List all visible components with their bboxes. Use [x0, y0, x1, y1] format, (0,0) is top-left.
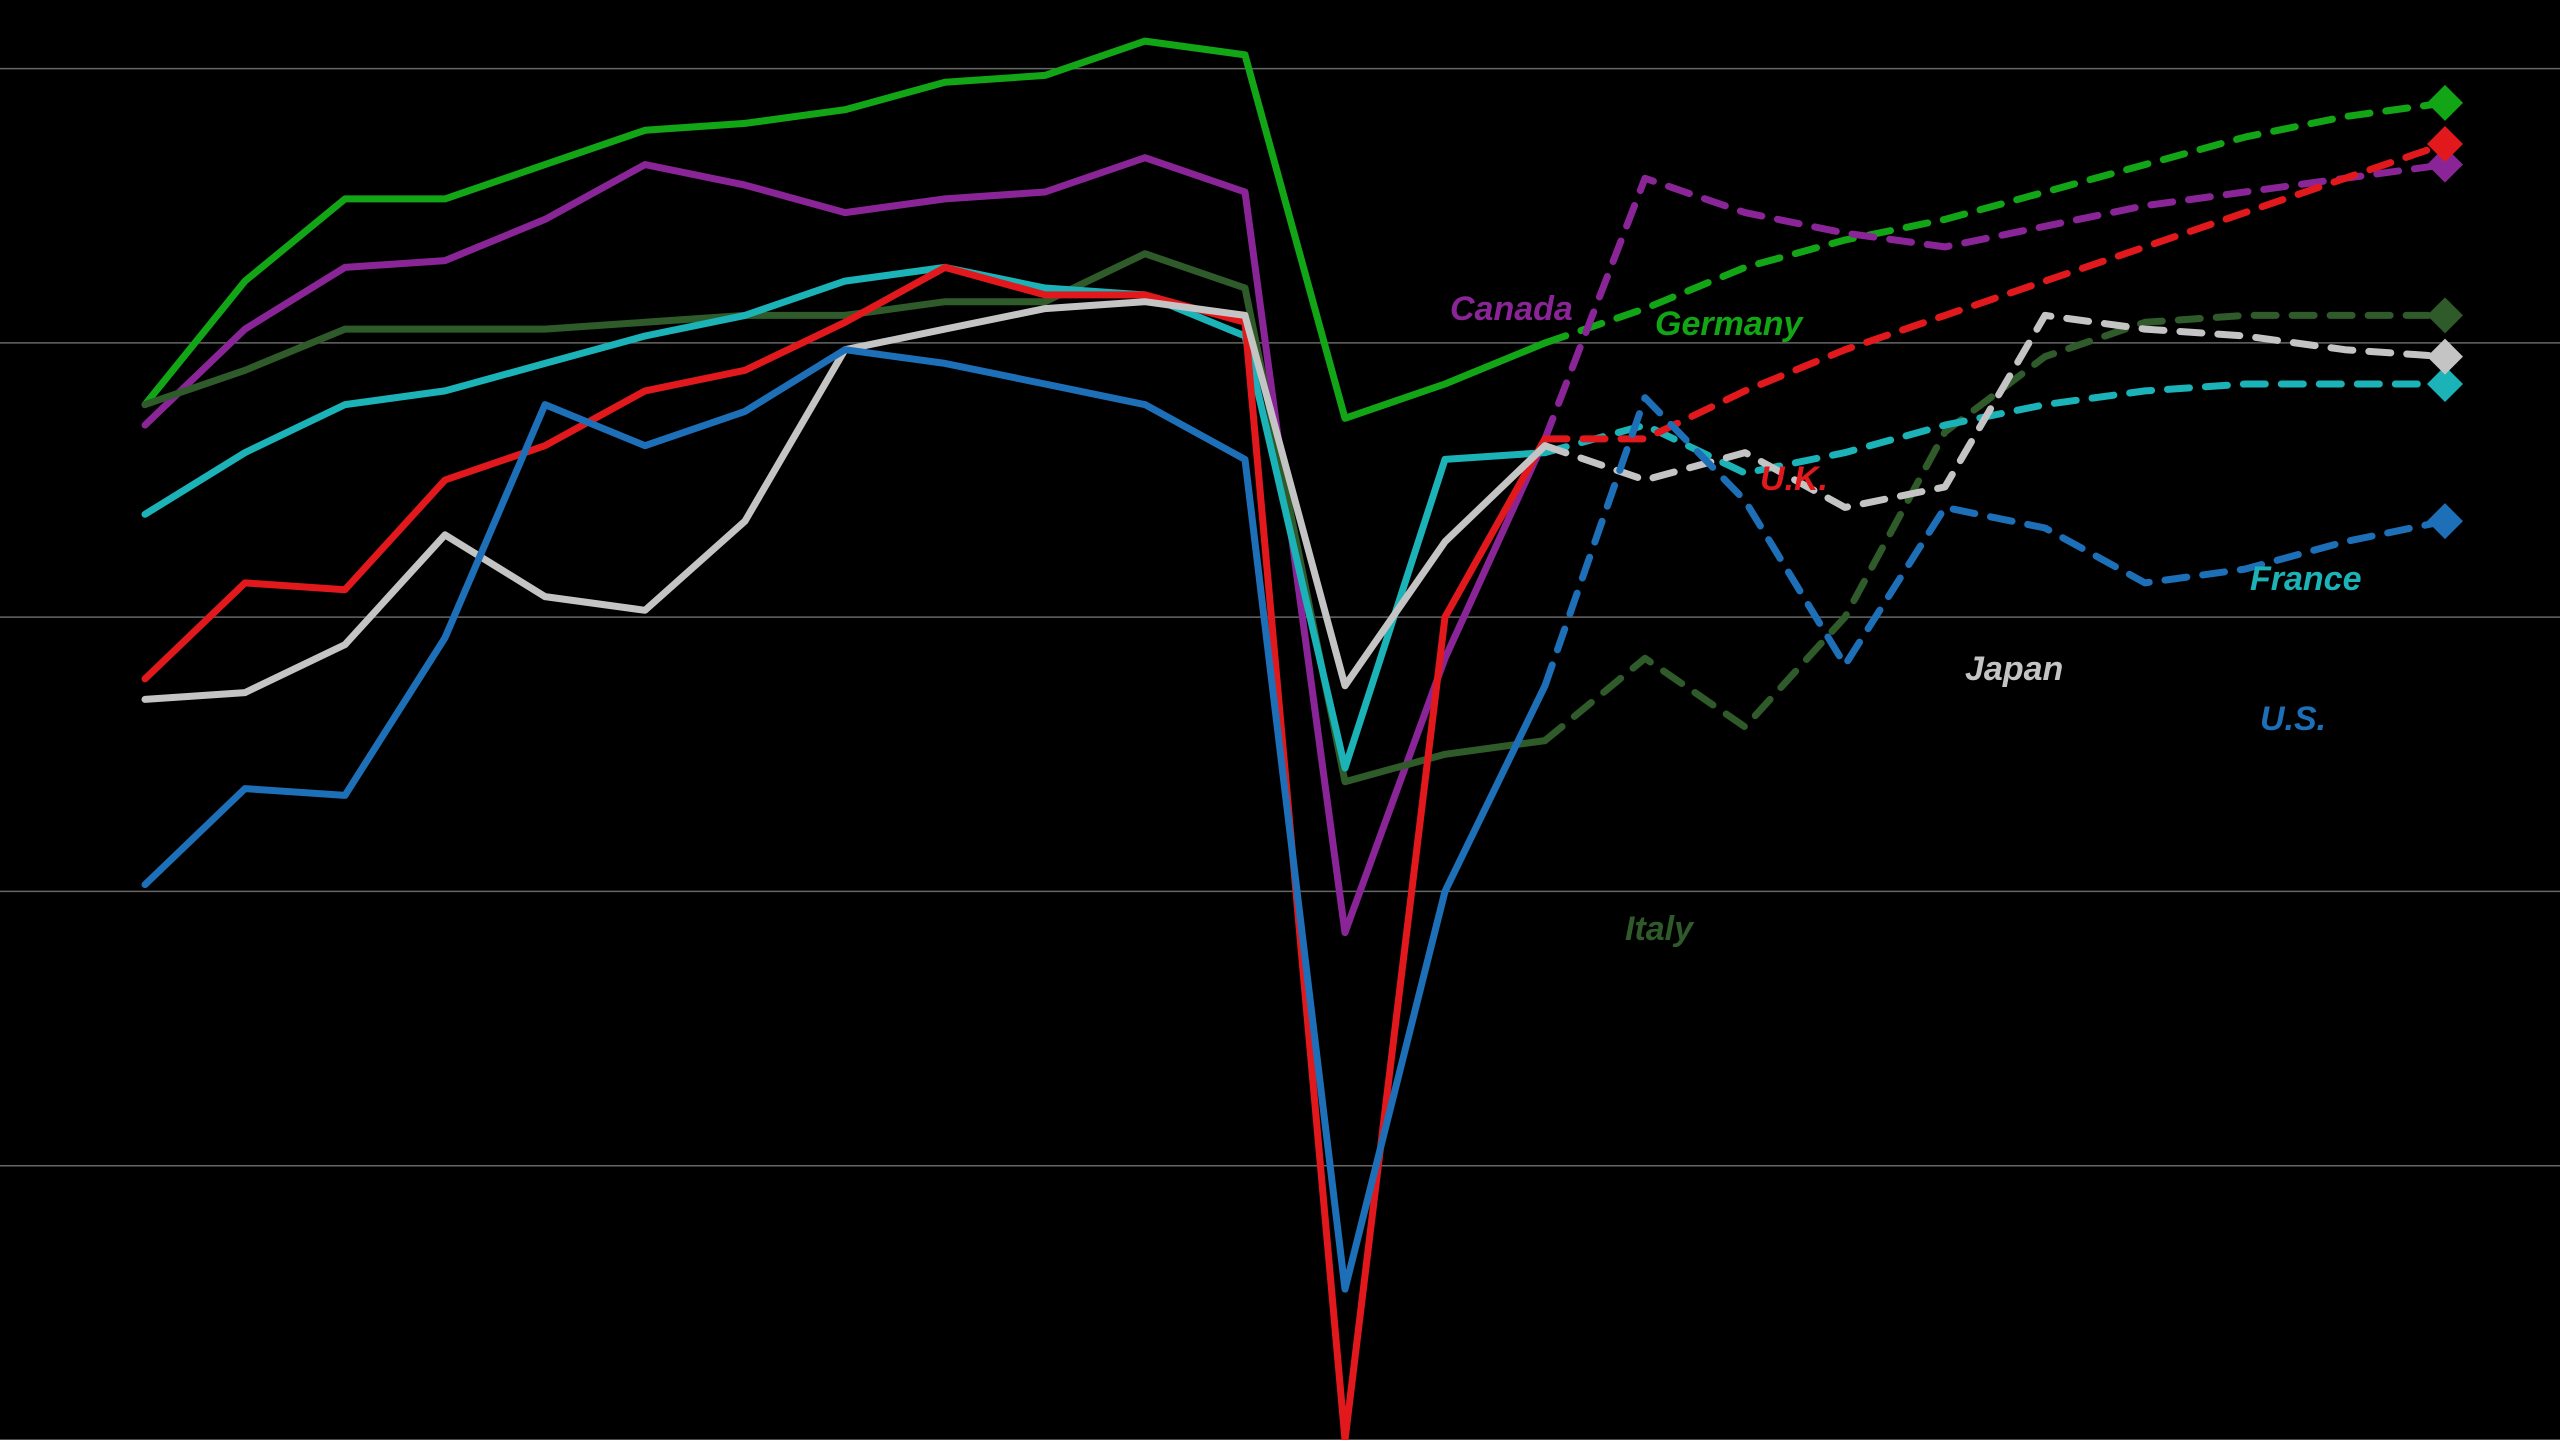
series-japan-marker	[2427, 339, 2463, 375]
series-italy-label: Italy	[1625, 910, 1695, 948]
series-germany-marker	[2427, 85, 2463, 121]
series-uk-label: U.K.	[1760, 460, 1828, 498]
series-group	[145, 41, 2463, 1440]
series-japan-label: Japan	[1965, 650, 2063, 688]
series-italy-solid	[145, 254, 1545, 782]
series-canada-solid	[145, 158, 1545, 933]
series-us-solid	[145, 350, 1545, 1289]
series-us-dashed	[1545, 398, 2445, 686]
series-germany-label: Germany	[1655, 305, 1804, 343]
series-uk-marker	[2427, 126, 2463, 162]
series-us-marker	[2427, 503, 2463, 539]
series-japan-solid	[145, 302, 1545, 700]
series-france-label: France	[2250, 560, 2362, 598]
series-italy-marker	[2427, 297, 2463, 333]
series-germany-solid	[145, 41, 1545, 418]
series-canada-label: Canada	[1450, 290, 1573, 328]
series-us-label: U.S.	[2260, 700, 2326, 738]
line-chart: Germany Canada Italy France U.K. Japan U.S.	[0, 0, 2560, 1440]
